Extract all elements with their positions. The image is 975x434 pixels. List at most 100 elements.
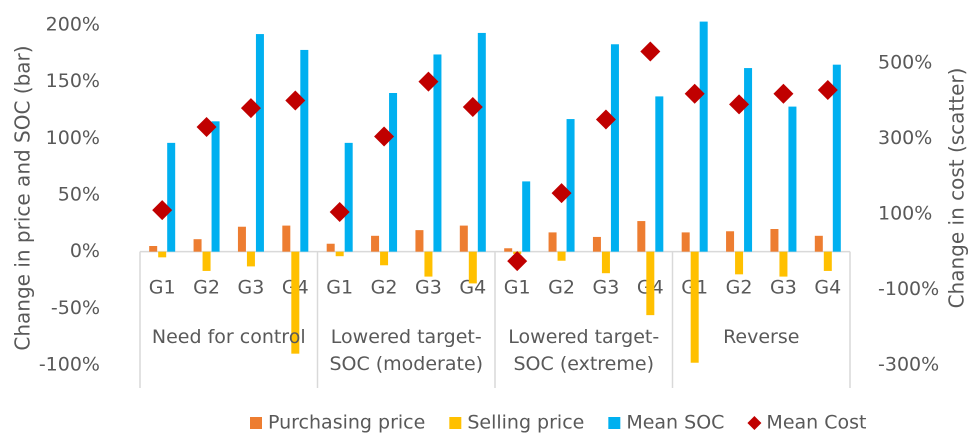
bar xyxy=(779,251,788,277)
scatter-point xyxy=(285,90,306,111)
scatter-point xyxy=(462,96,483,117)
bar xyxy=(193,239,202,252)
bar xyxy=(566,119,575,252)
bar xyxy=(459,225,468,252)
bar xyxy=(681,232,690,252)
x-tick-label: G3 xyxy=(770,277,797,299)
x-tick-label: G3 xyxy=(238,277,265,299)
legend-swatch xyxy=(449,417,462,429)
bar xyxy=(326,243,335,252)
y2-tick-label: -300% xyxy=(878,354,939,376)
bar xyxy=(735,251,744,275)
scatter-point xyxy=(196,117,217,137)
x-tick-label: G1 xyxy=(149,277,176,299)
bar xyxy=(655,96,664,252)
bar xyxy=(167,142,176,252)
scatter-point xyxy=(595,109,616,130)
group-label: Lowered target- SOC (moderate) xyxy=(329,326,484,375)
x-tick-label: G4 xyxy=(459,277,486,299)
bar xyxy=(468,251,477,284)
scatter-point xyxy=(418,71,439,92)
bar xyxy=(158,251,167,258)
scatter-point xyxy=(551,183,572,204)
scatter-point xyxy=(240,98,261,119)
scatter-point xyxy=(773,83,794,104)
scatter-point xyxy=(817,79,838,100)
bar xyxy=(548,232,557,252)
bar xyxy=(637,221,646,252)
bar xyxy=(788,106,797,252)
bar xyxy=(726,231,735,252)
y-tick-label: -50% xyxy=(51,297,100,319)
bar xyxy=(246,251,255,267)
group-label: Lowered target- SOC (extreme) xyxy=(508,326,660,375)
legend-label: Mean SOC xyxy=(626,412,724,434)
bar xyxy=(380,251,389,266)
bar xyxy=(823,251,832,271)
bar xyxy=(592,236,601,252)
bar xyxy=(344,142,353,252)
bar xyxy=(282,225,291,252)
y2-tick-label: 300% xyxy=(878,127,932,149)
y-tick-label: 200% xyxy=(46,14,100,36)
bar xyxy=(415,230,424,252)
group-label: Reverse xyxy=(723,326,800,348)
x-tick-label: G4 xyxy=(814,277,841,299)
x-tick-label: G2 xyxy=(371,277,398,299)
x-tick-label: G2 xyxy=(726,277,753,299)
y-axis-label: Change in price and SOC (bar) xyxy=(11,45,35,350)
bar xyxy=(389,93,398,252)
bar xyxy=(433,54,442,252)
scatter-point xyxy=(684,83,705,104)
bar xyxy=(291,251,300,354)
legend-swatch xyxy=(608,417,621,429)
scatter-point xyxy=(329,202,350,222)
bar xyxy=(522,181,531,252)
group-label: Need for control xyxy=(151,326,306,348)
bar xyxy=(371,235,380,252)
bar xyxy=(744,68,753,252)
legend-marker xyxy=(747,416,762,430)
bar xyxy=(832,64,841,252)
bar xyxy=(610,44,619,252)
x-tick-label: G3 xyxy=(593,277,620,299)
scatter-point xyxy=(640,41,661,62)
bar xyxy=(699,21,708,252)
scatter-point xyxy=(152,200,173,221)
bar xyxy=(211,121,220,252)
scatter-point xyxy=(729,94,750,115)
y-tick-label: 100% xyxy=(46,127,100,149)
scatter-point xyxy=(507,251,528,272)
y2-tick-label: -100% xyxy=(878,278,939,300)
x-tick-label: G2 xyxy=(193,277,220,299)
y-tick-label: 50% xyxy=(58,184,100,206)
bar xyxy=(504,248,513,252)
bar xyxy=(149,246,158,252)
y-tick-label: -100% xyxy=(39,354,100,376)
x-tick-label: G1 xyxy=(504,277,531,299)
bar xyxy=(814,235,823,252)
bar xyxy=(202,251,211,271)
legend-swatch xyxy=(250,417,262,429)
x-tick-label: G1 xyxy=(326,277,353,299)
x-tick-label: G2 xyxy=(548,277,575,299)
scatter-point xyxy=(374,126,395,147)
y-tick-label: 150% xyxy=(46,70,100,92)
x-tick-label: G3 xyxy=(415,277,442,299)
bar xyxy=(237,226,246,252)
bar xyxy=(477,32,486,252)
bar xyxy=(646,251,655,316)
bar xyxy=(770,229,779,252)
bar xyxy=(557,251,566,261)
bar xyxy=(690,251,699,363)
y-tick-label: 0% xyxy=(70,240,100,262)
y2-tick-label: 500% xyxy=(878,51,932,73)
legend-label: Purchasing price xyxy=(268,412,425,434)
legend-label: Selling price xyxy=(467,412,584,434)
legend-label: Mean Cost xyxy=(766,412,866,434)
bar xyxy=(335,251,344,257)
bar xyxy=(300,49,309,252)
y2-tick-label: 100% xyxy=(878,202,932,224)
